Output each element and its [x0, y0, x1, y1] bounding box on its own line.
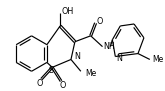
Text: O: O [60, 81, 66, 90]
Text: NH: NH [103, 42, 115, 51]
Text: Me: Me [152, 55, 163, 64]
Text: N: N [116, 54, 122, 63]
Text: O: O [36, 79, 43, 88]
Text: S: S [49, 66, 54, 75]
Text: OH: OH [61, 7, 73, 16]
Text: O: O [97, 17, 103, 26]
Text: Me: Me [85, 69, 96, 78]
Text: N: N [74, 52, 80, 61]
